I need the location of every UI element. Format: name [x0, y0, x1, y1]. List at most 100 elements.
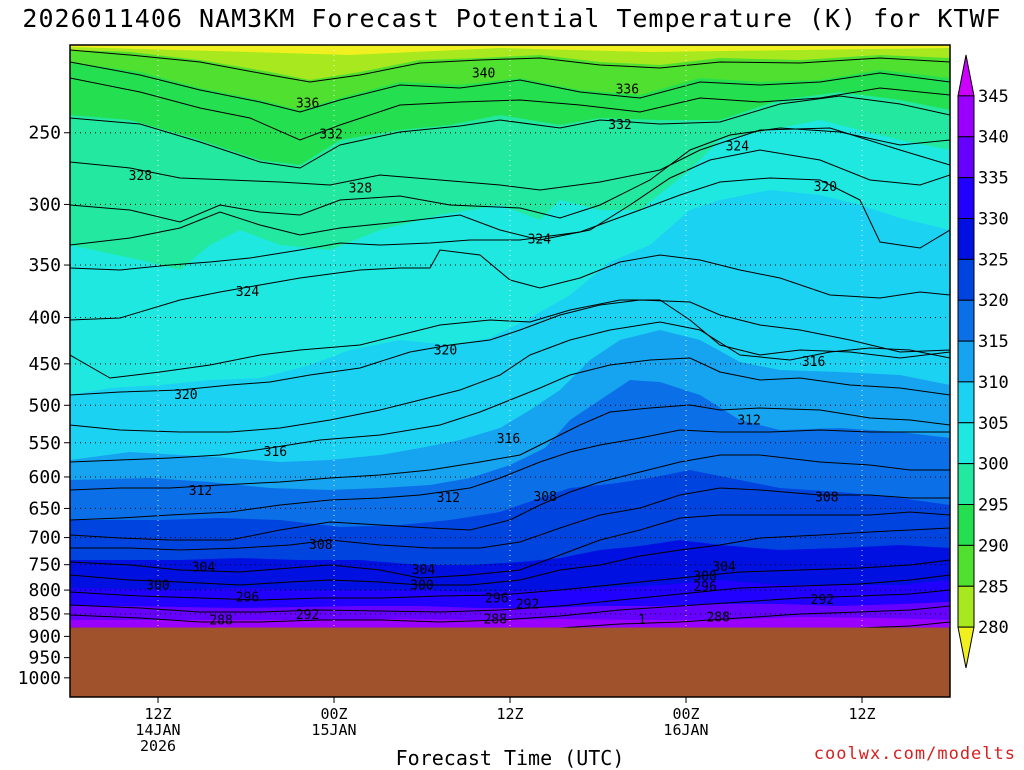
contour-label: 328 — [349, 181, 372, 196]
band-345-350 — [70, 45, 950, 55]
x-tick-label: 2026 — [140, 737, 176, 755]
contour-line — [70, 127, 950, 223]
contour-label: 300 — [410, 579, 433, 594]
contour-label: 296 — [236, 590, 259, 605]
y-tick-label: 650 — [28, 498, 61, 519]
colorbar-segment — [957, 626, 975, 669]
colorbar-segment — [957, 299, 975, 342]
colorbar-label: 295 — [978, 496, 1009, 516]
colorbar-label: 340 — [978, 128, 1009, 148]
contour-labels: 340 336 336 332 332 328 328 324 320 324 324 320 320 3… — [129, 66, 839, 628]
colorbar-segment — [957, 422, 975, 465]
contour-label: 288 — [707, 611, 730, 626]
contour-label: 332 — [608, 118, 631, 133]
colorbar-segment — [957, 340, 975, 383]
colorbar-segment — [957, 258, 975, 301]
contour-line — [70, 487, 950, 551]
contour-line — [70, 177, 950, 271]
y-tick-label: 800 — [28, 580, 61, 601]
contour-label: 292 — [296, 608, 319, 623]
x-tick-label: 00Z — [672, 705, 699, 723]
contour-label: 312 — [189, 484, 212, 499]
colorbar-segment — [957, 95, 975, 138]
contour-line — [70, 357, 950, 463]
contour-label: 340 — [472, 66, 495, 81]
colorbar-segment — [957, 177, 975, 219]
contour-label: 292 — [516, 598, 539, 613]
contour-label: 308 — [533, 490, 556, 505]
contour-label: 300 — [146, 579, 169, 594]
x-tick-label: 15JAN — [311, 721, 356, 739]
colorbar-label: 285 — [978, 577, 1009, 597]
contour-line — [70, 61, 950, 113]
contour-label: 320 — [174, 388, 197, 403]
underground-fill — [70, 627, 950, 697]
contour-line — [70, 299, 950, 379]
contour-label: 336 — [616, 83, 639, 98]
x-tick-label: 16JAN — [663, 721, 708, 739]
contour-line — [70, 95, 950, 169]
contour-label: 296 — [485, 591, 508, 606]
contour-label: 316 — [802, 355, 825, 370]
contour-line — [70, 429, 950, 521]
contour-label: 288 — [484, 612, 507, 627]
contour-label: 324 — [236, 285, 260, 300]
contour-label: 308 — [815, 490, 838, 505]
y-tick-label: 300 — [28, 194, 61, 215]
y-tick-label: 250 — [28, 123, 61, 144]
contour-line — [70, 404, 950, 491]
x-tick-label: 12Z — [144, 705, 171, 723]
colorbar-segment — [957, 136, 975, 179]
colorbar-segment — [957, 504, 975, 546]
colorbar-segment — [957, 381, 975, 424]
colorbar-label: 300 — [978, 455, 1009, 475]
colorbar-segment — [957, 463, 975, 506]
y-tick-label: 750 — [28, 555, 61, 576]
colorbar-label: 310 — [978, 373, 1009, 393]
y-tick-label: 400 — [28, 308, 61, 329]
contour-label: 1 — [638, 613, 646, 628]
contour-line — [70, 589, 950, 623]
colorbar-label: 345 — [978, 87, 1009, 107]
contour-line — [70, 127, 950, 191]
y-tick-label: 850 — [28, 604, 61, 625]
credit-text: coolwx.com/modelts — [813, 744, 1016, 764]
colorbar-label: 335 — [978, 169, 1009, 189]
contour-line — [70, 321, 950, 433]
chart-title: 2026011406 NAM3KM Forecast Potential Tem… — [22, 4, 1002, 33]
y-tick-label: 450 — [28, 354, 61, 375]
contour-label: 304 — [412, 563, 436, 578]
x-axis-label: Forecast Time (UTC) — [395, 746, 625, 770]
contour-label: 292 — [811, 593, 834, 608]
colorbar: 280 285 290 295 300 305 310 315 320 325 330 335 340 3… — [957, 54, 1009, 669]
contour-label: 324 — [528, 233, 552, 248]
contour-line — [70, 527, 950, 586]
contour-label: 324 — [726, 140, 750, 155]
colorbar-label: 305 — [978, 414, 1009, 434]
contour-line — [70, 77, 950, 141]
contour-line — [70, 511, 950, 579]
y-tick-label: 700 — [28, 528, 61, 549]
colorbar-segment — [957, 585, 975, 628]
colorbar-label: 280 — [978, 618, 1009, 638]
contour-line — [70, 559, 950, 601]
contour-label: 320 — [434, 344, 457, 359]
y-tick-label: 350 — [28, 255, 61, 276]
contour-label: 312 — [737, 414, 760, 429]
x-tick-label: 12Z — [848, 705, 875, 723]
contour-line — [70, 49, 950, 83]
y-tick-label: 1000 — [18, 668, 61, 689]
colorbar-segment — [957, 544, 975, 587]
x-gridlines — [157, 45, 863, 697]
y-axis: 2503003504004505005506006507007508008509… — [18, 123, 70, 689]
contour-label: 304 — [192, 560, 216, 575]
contour-label: 300 — [693, 570, 716, 585]
colorbar-label: 330 — [978, 209, 1009, 229]
x-tick-label: 00Z — [320, 705, 347, 723]
y-tick-label: 550 — [28, 433, 61, 454]
band-340-345 — [70, 45, 950, 80]
colorbar-label: 320 — [978, 291, 1009, 311]
colorbar-segment — [957, 54, 975, 97]
